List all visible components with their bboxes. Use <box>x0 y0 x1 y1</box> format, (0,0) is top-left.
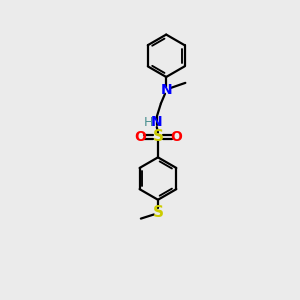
Text: S: S <box>152 129 164 144</box>
Text: S: S <box>152 205 164 220</box>
Text: H: H <box>143 116 153 128</box>
Text: N: N <box>151 115 163 129</box>
Text: N: N <box>160 83 172 97</box>
Text: O: O <box>134 130 146 144</box>
Text: O: O <box>170 130 182 144</box>
